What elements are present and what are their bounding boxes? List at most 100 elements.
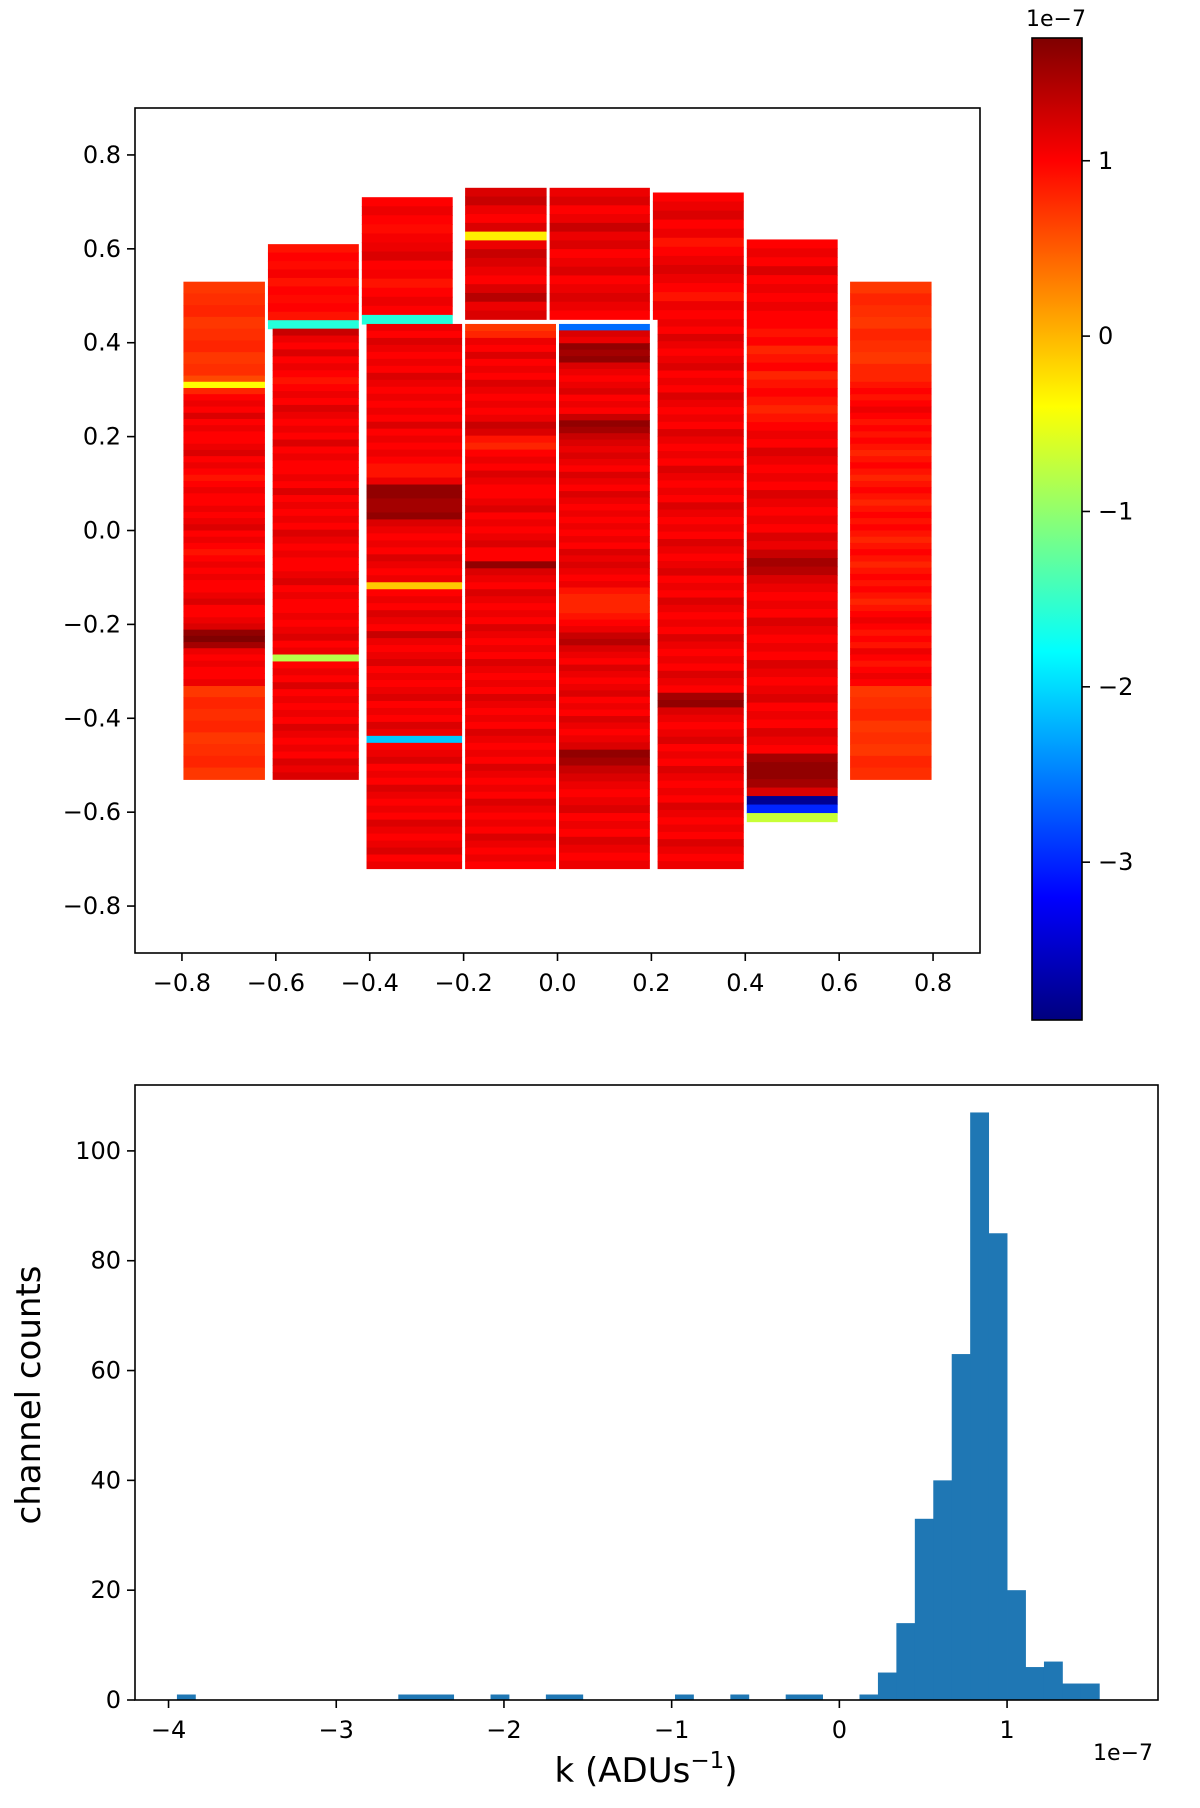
ccd-channel-cell — [559, 343, 650, 351]
ccd-channel-cell — [746, 804, 838, 814]
ccd-channel-cell — [850, 474, 932, 482]
histogram-bar — [416, 1694, 436, 1700]
ccd-channel-cell — [850, 352, 932, 365]
ccd-channel-cell — [652, 210, 744, 221]
ccd-channel-cell — [657, 700, 744, 708]
ccd-channel-cell — [361, 314, 453, 325]
ccd-channel-cell — [183, 511, 265, 519]
ccd-channel-cell — [183, 431, 265, 439]
ccd-channel-cell — [183, 755, 265, 769]
ccd-channel-cell — [652, 246, 744, 257]
ccd-channel-cell — [559, 516, 650, 524]
ccd-channel-cell — [366, 700, 463, 709]
ccd-12 — [366, 323, 463, 870]
histogram-bar — [951, 1354, 971, 1700]
ccd-channel-cell — [657, 648, 744, 657]
ccd-channel-cell — [559, 426, 650, 434]
ccd-channel-cell — [746, 685, 838, 695]
ccd-channel-cell — [652, 301, 744, 311]
ccd-channel-cell — [465, 505, 556, 514]
ccd-channel-cell — [850, 744, 932, 757]
ccd-channel-cell — [559, 722, 650, 730]
histogram-bar — [490, 1694, 510, 1700]
ccd-channel-cell — [657, 663, 744, 672]
ccd-channel-cell — [465, 435, 556, 444]
ccd-channel-cell — [657, 560, 744, 569]
ccd-channel-cell — [657, 744, 744, 752]
ccd-channel-cell — [183, 617, 265, 625]
ccd-channel-cell — [559, 503, 650, 511]
ccd-channel-cell — [366, 351, 463, 360]
ccd-channel-cell — [657, 773, 744, 782]
ccd-channel-cell — [366, 603, 463, 611]
ccd-channel-cell — [850, 592, 932, 600]
histogram-bar — [398, 1694, 418, 1700]
ccd-channel-cell — [183, 480, 265, 488]
histogram-bar — [859, 1694, 879, 1700]
ccd-channel-cell — [549, 257, 650, 268]
histogram-bar — [1062, 1683, 1082, 1700]
ccd-channel-cell — [657, 612, 744, 621]
histogram-bar — [933, 1480, 953, 1700]
ccd-channel-cell — [183, 400, 265, 408]
ccd-channel-cell — [183, 666, 265, 674]
ccd-channel-cell — [559, 757, 650, 767]
ccd-channel-cell — [465, 463, 556, 472]
ccd-channel-cell — [746, 626, 838, 636]
ccd-2 — [850, 685, 932, 780]
ccd-channel-cell — [272, 356, 359, 364]
ccd-channel-cell — [850, 654, 932, 662]
colorbar-tick-label: −2 — [1098, 673, 1133, 701]
histogram-bar — [1025, 1667, 1045, 1700]
ccd-channel-cell — [272, 626, 359, 635]
ccd-channel-cell — [366, 421, 463, 430]
ccd-channel-cell — [267, 261, 359, 271]
ccd-channel-cell — [850, 679, 932, 687]
ccd-channel-cell — [465, 365, 556, 374]
map-y-tick-label: 0.8 — [83, 141, 121, 169]
ccd-channel-cell — [657, 319, 744, 328]
ccd-channel-cell — [465, 292, 547, 303]
ccd-channel-cell — [657, 692, 744, 701]
ccd-channel-cell — [657, 377, 744, 386]
ccd-channel-cell — [850, 561, 932, 569]
histogram-bar — [1007, 1590, 1026, 1700]
ccd-channel-cell — [559, 619, 650, 627]
ccd-channel-cell — [657, 487, 744, 496]
ccd-channel-cell — [850, 443, 932, 451]
ccd-channel-cell — [657, 626, 744, 635]
ccd-channel-cell — [746, 498, 838, 508]
ccd-channel-cell — [366, 540, 463, 548]
ccd-channel-cell — [465, 205, 547, 215]
ccd-channel-cell — [850, 406, 932, 414]
ccd-channel-cell — [850, 580, 932, 587]
ccd-channel-cell — [657, 370, 744, 379]
ccd-channel-cell — [272, 474, 359, 482]
ccd-channel-cell — [559, 484, 650, 492]
ccd-channel-cell — [465, 840, 556, 849]
ccd-channel-cell — [559, 703, 650, 711]
ccd-channel-cell — [657, 509, 744, 518]
ccd-channel-cell — [559, 735, 650, 743]
histogram-plot-frame — [134, 1084, 1159, 1701]
ccd-channel-cell — [366, 819, 463, 828]
ccd-channel-cell — [746, 310, 838, 321]
ccd-channel-cell — [746, 779, 838, 789]
ccd-channel-cell — [850, 462, 932, 470]
ccd-channel-cell — [746, 617, 838, 627]
ccd-channel-cell — [465, 240, 547, 250]
ccd-channel-cell — [183, 328, 265, 341]
ccd-channel-cell — [746, 609, 838, 619]
ccd-channel-cell — [652, 264, 744, 275]
ccd-channel-cell — [559, 555, 650, 563]
ccd-channel-cell — [361, 278, 453, 289]
map-y-tick-labels: 0.8 0.6 0.4 0.2 0.0 −0.2 −0.4 −0.6 −0.8 — [63, 141, 121, 920]
ccd-channel-cell — [272, 481, 359, 489]
ccd-channel-cell — [272, 730, 359, 739]
ccd-channel-cell — [366, 673, 463, 681]
ccd-channel-cell — [657, 736, 744, 745]
ccd-channel-cell — [549, 266, 650, 277]
histogram-x-tick-label: −1 — [654, 1716, 689, 1744]
ccd-channel-cell — [559, 716, 650, 724]
ccd-channel-cell — [183, 611, 265, 618]
